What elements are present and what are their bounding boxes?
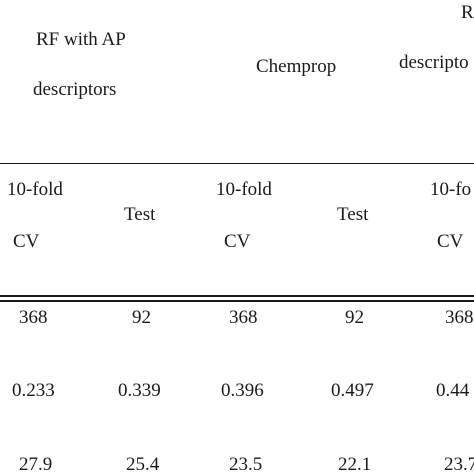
cell-r3-c1: 27.9 — [19, 454, 53, 474]
subheader-cv-2-line2: CV — [224, 231, 251, 252]
cell-r1-c4: 92 — [345, 307, 364, 328]
header-group3-line1: R — [461, 2, 474, 23]
cell-r2-c1: 0.233 — [12, 380, 55, 401]
cell-r2-c5: 0.44 — [436, 380, 470, 401]
cell-r2-c2: 0.339 — [118, 380, 161, 401]
cell-r1-c5: 368 — [445, 307, 474, 328]
header-chemprop: Chemprop — [256, 56, 337, 77]
cell-r2-c3: 0.396 — [221, 380, 264, 401]
subheader-cv-1-line2: CV — [13, 231, 40, 252]
subheader-cv-3-line2: CV — [437, 231, 464, 252]
header-group3-line2: descripto — [399, 52, 469, 73]
header-rule — [0, 163, 474, 164]
cell-r2-c4: 0.497 — [331, 380, 374, 401]
double-rule-bottom — [0, 300, 474, 302]
cell-r3-c5: 23.7 — [444, 454, 474, 474]
subheader-cv-1-line1: 10-fold — [7, 179, 63, 200]
subheader-test-2: Test — [337, 204, 369, 225]
cell-r3-c4: 22.1 — [338, 454, 372, 474]
cell-r1-c2: 92 — [132, 307, 151, 328]
cell-r1-c3: 368 — [229, 307, 258, 328]
subheader-cv-3-line1: 10-fo — [430, 179, 472, 200]
subheader-cv-2-line1: 10-fold — [216, 179, 272, 200]
header-rf-ap-line1: RF with AP — [36, 29, 126, 50]
cell-r1-c1: 368 — [19, 307, 48, 328]
subheader-test-1: Test — [124, 204, 156, 225]
double-rule-top — [0, 295, 474, 297]
cell-r3-c2: 25.4 — [126, 454, 160, 474]
cell-r3-c3: 23.5 — [229, 454, 263, 474]
header-rf-ap-line2: descriptors — [33, 79, 117, 100]
